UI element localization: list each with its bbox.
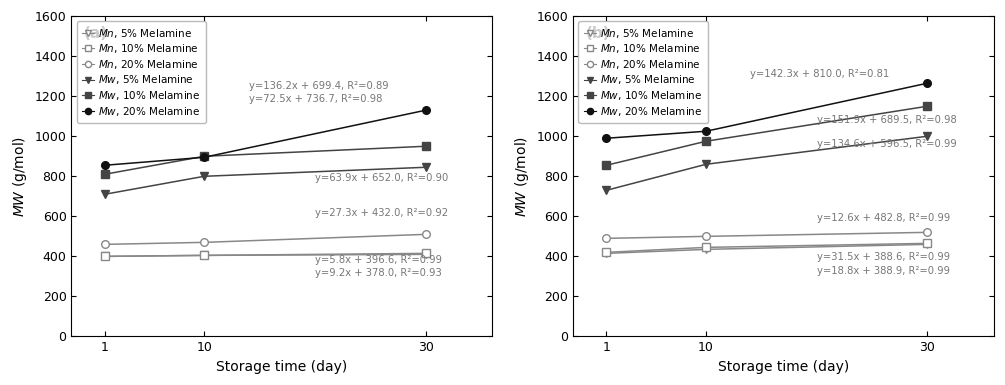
Text: y=18.8x + 388.9, R²=0.99: y=18.8x + 388.9, R²=0.99 — [817, 266, 950, 276]
Text: y=5.8x + 396.6, R²=0.99: y=5.8x + 396.6, R²=0.99 — [315, 255, 442, 265]
Text: y=151.9x + 689.5, R²=0.98: y=151.9x + 689.5, R²=0.98 — [817, 115, 957, 125]
Text: (b): (b) — [586, 26, 610, 41]
Text: y=142.3x + 810.0, R²=0.81: y=142.3x + 810.0, R²=0.81 — [751, 69, 889, 79]
Text: y=136.2x + 699.4, R²=0.89: y=136.2x + 699.4, R²=0.89 — [248, 81, 388, 91]
X-axis label: Storage time (day): Storage time (day) — [718, 360, 849, 374]
Y-axis label: $\it{MW}$ (g/mol): $\it{MW}$ (g/mol) — [513, 136, 531, 217]
Text: y=9.2x + 378.0, R²=0.93: y=9.2x + 378.0, R²=0.93 — [315, 268, 442, 278]
Legend: $\it{Mn}$, 5% Melamine, $\it{Mn}$, 10% Melamine, $\it{Mn}$, 20% Melamine, $\it{M: $\it{Mn}$, 5% Melamine, $\it{Mn}$, 10% M… — [76, 21, 206, 123]
Legend: $\it{Mn}$, 5% Melamine, $\it{Mn}$, 10% Melamine, $\it{Mn}$, 20% Melamine, $\it{M: $\it{Mn}$, 5% Melamine, $\it{Mn}$, 10% M… — [579, 21, 708, 123]
Text: y=31.5x + 388.6, R²=0.99: y=31.5x + 388.6, R²=0.99 — [817, 253, 950, 263]
Text: y=63.9x + 652.0, R²=0.90: y=63.9x + 652.0, R²=0.90 — [315, 173, 448, 183]
Text: (a): (a) — [84, 26, 109, 41]
Text: y=72.5x + 736.7, R²=0.98: y=72.5x + 736.7, R²=0.98 — [248, 94, 382, 104]
X-axis label: Storage time (day): Storage time (day) — [216, 360, 348, 374]
Text: y=12.6x + 482.8, R²=0.99: y=12.6x + 482.8, R²=0.99 — [817, 213, 950, 223]
Text: y=134.6x + 596.5, R²=0.99: y=134.6x + 596.5, R²=0.99 — [817, 139, 957, 149]
Text: y=27.3x + 432.0, R²=0.92: y=27.3x + 432.0, R²=0.92 — [315, 208, 448, 218]
Y-axis label: $\it{MW}$ (g/mol): $\it{MW}$ (g/mol) — [11, 136, 29, 217]
